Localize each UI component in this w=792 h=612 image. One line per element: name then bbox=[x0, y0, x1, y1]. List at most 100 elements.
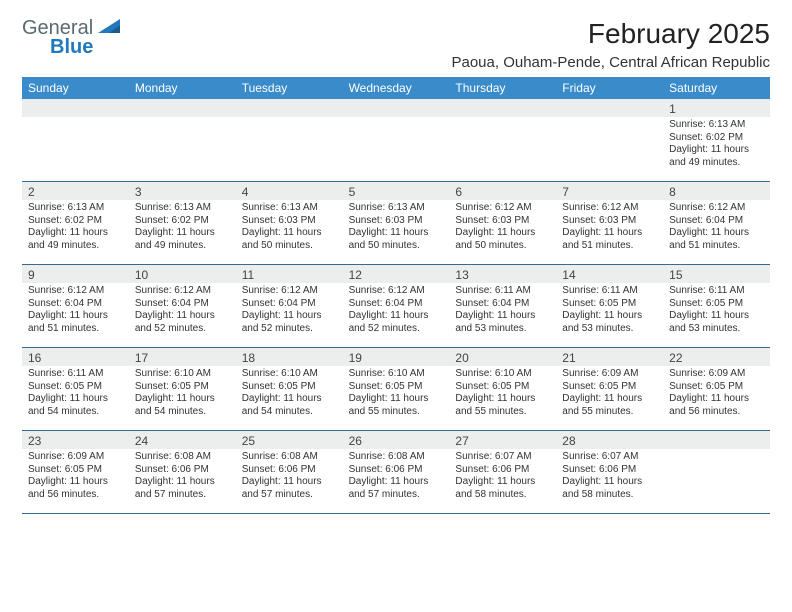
daynum-strip: 9 10 11 12 13 14 15 bbox=[22, 264, 770, 283]
daylight-text: Daylight: 11 hours and 58 minutes. bbox=[562, 476, 657, 501]
sunset-text: Sunset: 6:05 PM bbox=[135, 381, 230, 394]
sunset-text: Sunset: 6:05 PM bbox=[562, 298, 657, 311]
day-number: 20 bbox=[449, 348, 556, 366]
day-number: 10 bbox=[129, 265, 236, 283]
sunrise-text: Sunrise: 6:12 AM bbox=[242, 285, 337, 298]
day-number: 7 bbox=[556, 182, 663, 200]
logo-text-blue: Blue bbox=[22, 37, 120, 57]
sunrise-text: Sunrise: 6:09 AM bbox=[28, 451, 123, 464]
day-cell: Sunrise: 6:12 AMSunset: 6:03 PMDaylight:… bbox=[556, 200, 663, 264]
sunrise-text: Sunrise: 6:12 AM bbox=[135, 285, 230, 298]
sunrise-text: Sunrise: 6:11 AM bbox=[562, 285, 657, 298]
sunset-text: Sunset: 6:06 PM bbox=[562, 464, 657, 477]
day-number: 12 bbox=[343, 265, 450, 283]
daylight-text: Daylight: 11 hours and 53 minutes. bbox=[562, 310, 657, 335]
day-cell: Sunrise: 6:13 AM Sunset: 6:02 PM Dayligh… bbox=[663, 117, 770, 181]
day-number: 14 bbox=[556, 265, 663, 283]
day-cell bbox=[663, 449, 770, 513]
day-header-row: Sunday Monday Tuesday Wednesday Thursday… bbox=[22, 77, 770, 99]
week-row: Sunrise: 6:11 AMSunset: 6:05 PMDaylight:… bbox=[22, 366, 770, 430]
sunrise-text: Sunrise: 6:09 AM bbox=[562, 368, 657, 381]
day-number: 21 bbox=[556, 348, 663, 366]
day-cell: Sunrise: 6:10 AMSunset: 6:05 PMDaylight:… bbox=[236, 366, 343, 430]
day-cell: Sunrise: 6:13 AMSunset: 6:03 PMDaylight:… bbox=[236, 200, 343, 264]
day-number bbox=[556, 99, 663, 117]
day-header: Wednesday bbox=[343, 77, 450, 99]
sunrise-text: Sunrise: 6:08 AM bbox=[349, 451, 444, 464]
day-number: 17 bbox=[129, 348, 236, 366]
day-number bbox=[449, 99, 556, 117]
day-number: 15 bbox=[663, 265, 770, 283]
day-cell: Sunrise: 6:11 AMSunset: 6:04 PMDaylight:… bbox=[449, 283, 556, 347]
sunrise-text: Sunrise: 6:07 AM bbox=[562, 451, 657, 464]
week-row: Sunrise: 6:09 AMSunset: 6:05 PMDaylight:… bbox=[22, 449, 770, 513]
day-cell: Sunrise: 6:13 AMSunset: 6:03 PMDaylight:… bbox=[343, 200, 450, 264]
sunrise-text: Sunrise: 6:13 AM bbox=[349, 202, 444, 215]
daylight-text: Daylight: 11 hours and 54 minutes. bbox=[242, 393, 337, 418]
day-cell: Sunrise: 6:08 AMSunset: 6:06 PMDaylight:… bbox=[129, 449, 236, 513]
week-row: Sunrise: 6:12 AMSunset: 6:04 PMDaylight:… bbox=[22, 283, 770, 347]
day-cell bbox=[129, 117, 236, 181]
daynum-strip: 1 bbox=[22, 99, 770, 117]
sunrise-text: Sunrise: 6:09 AM bbox=[669, 368, 764, 381]
daylight-text: Daylight: 11 hours and 54 minutes. bbox=[28, 393, 123, 418]
sunset-text: Sunset: 6:06 PM bbox=[349, 464, 444, 477]
sunset-text: Sunset: 6:02 PM bbox=[135, 215, 230, 228]
day-number: 23 bbox=[22, 431, 129, 449]
day-header: Thursday bbox=[449, 77, 556, 99]
day-cell: Sunrise: 6:13 AMSunset: 6:02 PMDaylight:… bbox=[22, 200, 129, 264]
day-header: Tuesday bbox=[236, 77, 343, 99]
daylight-text: Daylight: 11 hours and 51 minutes. bbox=[562, 227, 657, 252]
day-cell: Sunrise: 6:12 AMSunset: 6:04 PMDaylight:… bbox=[22, 283, 129, 347]
logo-triangle-icon bbox=[98, 18, 120, 39]
sunrise-text: Sunrise: 6:12 AM bbox=[455, 202, 550, 215]
location-subtitle: Paoua, Ouham-Pende, Central African Repu… bbox=[451, 54, 770, 71]
daylight-text: Daylight: 11 hours and 56 minutes. bbox=[28, 476, 123, 501]
sunset-text: Sunset: 6:05 PM bbox=[28, 381, 123, 394]
daylight-text: Daylight: 11 hours and 52 minutes. bbox=[349, 310, 444, 335]
daylight-text: Daylight: 11 hours and 54 minutes. bbox=[135, 393, 230, 418]
sunset-text: Sunset: 6:04 PM bbox=[135, 298, 230, 311]
sunrise-text: Sunrise: 6:12 AM bbox=[349, 285, 444, 298]
day-cell: Sunrise: 6:11 AMSunset: 6:05 PMDaylight:… bbox=[22, 366, 129, 430]
sunrise-text: Sunrise: 6:07 AM bbox=[455, 451, 550, 464]
sunset-text: Sunset: 6:03 PM bbox=[242, 215, 337, 228]
sunset-text: Sunset: 6:05 PM bbox=[669, 381, 764, 394]
day-number: 6 bbox=[449, 182, 556, 200]
daylight-text: Daylight: 11 hours and 50 minutes. bbox=[455, 227, 550, 252]
sunset-text: Sunset: 6:04 PM bbox=[242, 298, 337, 311]
week-row: Sunrise: 6:13 AM Sunset: 6:02 PM Dayligh… bbox=[22, 117, 770, 181]
sunrise-text: Sunrise: 6:12 AM bbox=[562, 202, 657, 215]
daylight-text: Daylight: 11 hours and 55 minutes. bbox=[349, 393, 444, 418]
title-block: February 2025 Paoua, Ouham-Pende, Centra… bbox=[451, 18, 770, 71]
day-number: 22 bbox=[663, 348, 770, 366]
day-cell: Sunrise: 6:10 AMSunset: 6:05 PMDaylight:… bbox=[449, 366, 556, 430]
day-number: 4 bbox=[236, 182, 343, 200]
day-number: 1 bbox=[663, 99, 770, 117]
day-cell: Sunrise: 6:09 AMSunset: 6:05 PMDaylight:… bbox=[556, 366, 663, 430]
sunset-text: Sunset: 6:05 PM bbox=[455, 381, 550, 394]
sunrise-text: Sunrise: 6:10 AM bbox=[349, 368, 444, 381]
daylight-text: Daylight: 11 hours and 51 minutes. bbox=[669, 227, 764, 252]
daylight-text: Daylight: 11 hours and 55 minutes. bbox=[455, 393, 550, 418]
day-cell bbox=[556, 117, 663, 181]
day-cell: Sunrise: 6:12 AMSunset: 6:04 PMDaylight:… bbox=[663, 200, 770, 264]
calendar-grid: 1 Sunrise: 6:13 AM Sunset: 6:02 PM Dayli… bbox=[22, 99, 770, 514]
sunrise-text: Sunrise: 6:11 AM bbox=[28, 368, 123, 381]
sunset-text: Sunset: 6:03 PM bbox=[455, 215, 550, 228]
sunset-text: Sunset: 6:05 PM bbox=[669, 298, 764, 311]
daylight-text: Daylight: 11 hours and 57 minutes. bbox=[135, 476, 230, 501]
day-number: 9 bbox=[22, 265, 129, 283]
day-cell bbox=[343, 117, 450, 181]
day-number: 25 bbox=[236, 431, 343, 449]
sunrise-text: Sunrise: 6:11 AM bbox=[669, 285, 764, 298]
day-cell: Sunrise: 6:13 AMSunset: 6:02 PMDaylight:… bbox=[129, 200, 236, 264]
day-number: 24 bbox=[129, 431, 236, 449]
day-cell: Sunrise: 6:10 AMSunset: 6:05 PMDaylight:… bbox=[343, 366, 450, 430]
week-row: Sunrise: 6:13 AM Sunset: 6:02 PM Daylight:… bbox=[22, 200, 770, 264]
sunset-text: Sunset: 6:04 PM bbox=[349, 298, 444, 311]
day-number: 11 bbox=[236, 265, 343, 283]
sunrise-text: Sunrise: 6:10 AM bbox=[135, 368, 230, 381]
sunset-text: Sunset: 6:03 PM bbox=[562, 215, 657, 228]
sunset-text: Sunset: 6:02 PM bbox=[669, 132, 764, 145]
